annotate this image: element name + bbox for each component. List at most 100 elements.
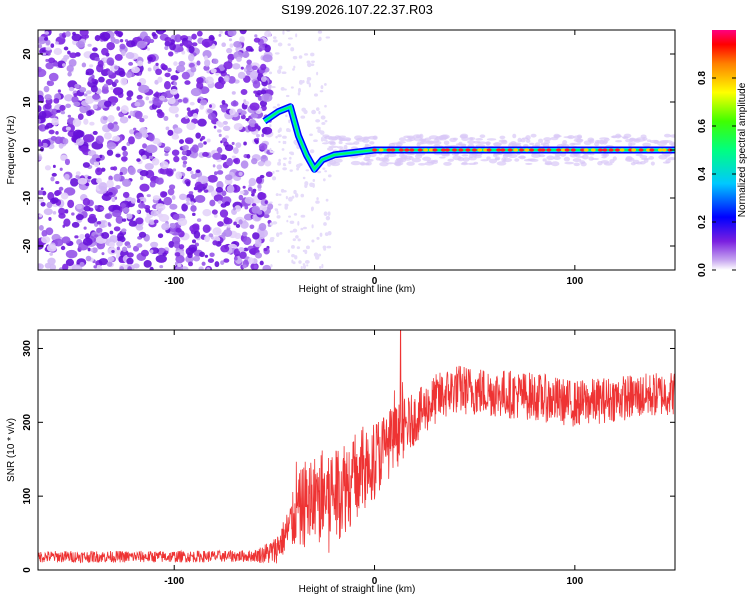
noise-speckle bbox=[149, 181, 156, 188]
noise-speckle bbox=[199, 138, 203, 142]
noise-speckle bbox=[321, 263, 324, 269]
noise-speckle bbox=[134, 110, 143, 120]
noise-speckle bbox=[125, 71, 133, 78]
noise-speckle bbox=[161, 222, 170, 231]
noise-speckle bbox=[75, 171, 81, 176]
band-hotspot bbox=[638, 148, 644, 152]
noise-speckle bbox=[308, 82, 311, 88]
band-hotspot bbox=[580, 148, 586, 152]
band-halo bbox=[525, 135, 531, 141]
noise-speckle bbox=[148, 100, 153, 104]
noise-speckle bbox=[62, 63, 66, 67]
band-halo bbox=[486, 138, 497, 141]
noise-speckle bbox=[77, 177, 88, 185]
noise-speckle bbox=[326, 245, 332, 249]
noise-speckle bbox=[249, 70, 259, 79]
band-halo bbox=[662, 161, 670, 164]
band-halo bbox=[350, 160, 361, 166]
noise-speckle bbox=[82, 162, 91, 168]
noise-speckle bbox=[95, 157, 101, 162]
noise-speckle bbox=[83, 226, 87, 230]
band-halo bbox=[406, 161, 415, 166]
noise-speckle bbox=[262, 54, 273, 63]
noise-speckle bbox=[83, 93, 88, 97]
noise-speckle bbox=[288, 215, 291, 218]
noise-speckle bbox=[45, 227, 54, 236]
noise-speckle bbox=[219, 30, 223, 34]
noise-speckle bbox=[231, 141, 235, 145]
noise-speckle bbox=[233, 123, 243, 131]
noise-speckle bbox=[254, 123, 259, 128]
noise-speckle bbox=[102, 116, 108, 121]
noise-speckle bbox=[243, 213, 254, 221]
noise-speckle bbox=[289, 156, 292, 160]
band-halo bbox=[595, 139, 600, 144]
noise-speckle bbox=[127, 266, 132, 270]
noise-speckle bbox=[67, 199, 75, 209]
noise-speckle bbox=[324, 170, 328, 173]
noise-speckle bbox=[55, 130, 59, 135]
noise-speckle bbox=[170, 222, 176, 229]
noise-speckle bbox=[320, 85, 324, 90]
noise-speckle bbox=[134, 132, 143, 140]
noise-speckle bbox=[38, 197, 45, 203]
noise-speckle bbox=[172, 168, 177, 172]
noise-speckle bbox=[51, 197, 59, 204]
noise-speckle bbox=[211, 209, 218, 215]
band-halo bbox=[540, 142, 546, 146]
noise-speckle bbox=[157, 76, 163, 83]
band-halo bbox=[433, 140, 442, 145]
noise-speckle bbox=[316, 197, 319, 201]
band-halo bbox=[439, 156, 446, 159]
noise-speckle bbox=[107, 122, 115, 130]
noise-speckle bbox=[64, 94, 74, 102]
noise-speckle bbox=[261, 133, 265, 138]
noise-speckle bbox=[300, 265, 303, 270]
noise-speckle bbox=[239, 30, 247, 35]
band-halo bbox=[418, 162, 426, 166]
band-hotspot bbox=[404, 148, 410, 152]
noise-speckle bbox=[111, 250, 115, 254]
noise-speckle bbox=[52, 211, 57, 215]
noise-speckle bbox=[96, 63, 104, 73]
band-halo bbox=[550, 161, 560, 167]
band-halo bbox=[658, 154, 668, 160]
band-halo bbox=[609, 159, 615, 164]
noise-speckle bbox=[139, 183, 150, 192]
noise-speckle bbox=[292, 55, 298, 60]
noise-speckle bbox=[167, 67, 172, 73]
noise-speckle bbox=[265, 171, 273, 178]
noise-speckle bbox=[44, 125, 50, 130]
noise-speckle bbox=[169, 203, 178, 210]
noise-speckle bbox=[62, 263, 69, 270]
noise-speckle bbox=[175, 171, 183, 180]
noise-speckle bbox=[98, 76, 105, 83]
band-halo bbox=[379, 161, 389, 167]
noise-speckle bbox=[128, 115, 132, 119]
noise-speckle bbox=[121, 218, 127, 222]
noise-speckle bbox=[253, 264, 258, 270]
noise-speckle bbox=[60, 110, 66, 115]
band-halo bbox=[460, 133, 469, 139]
band-halo bbox=[329, 141, 336, 146]
noise-speckle bbox=[302, 176, 306, 180]
noise-speckle bbox=[163, 81, 171, 90]
noise-speckle bbox=[287, 37, 293, 40]
band-hotspot bbox=[496, 148, 502, 152]
noise-speckle bbox=[189, 153, 194, 158]
noise-speckle bbox=[72, 118, 82, 127]
band-halo bbox=[587, 139, 594, 142]
noise-speckle bbox=[239, 251, 247, 260]
y-tick-label: 300 bbox=[22, 340, 33, 357]
noise-speckle bbox=[69, 52, 78, 59]
noise-speckle bbox=[262, 264, 272, 270]
noise-speckle bbox=[90, 85, 98, 93]
noise-speckle bbox=[130, 197, 136, 204]
band-halo bbox=[424, 137, 432, 141]
noise-speckle bbox=[85, 255, 92, 262]
noise-speckle bbox=[115, 215, 124, 224]
noise-speckle bbox=[291, 254, 295, 258]
band-halo bbox=[363, 156, 371, 162]
band-halo bbox=[479, 134, 486, 138]
